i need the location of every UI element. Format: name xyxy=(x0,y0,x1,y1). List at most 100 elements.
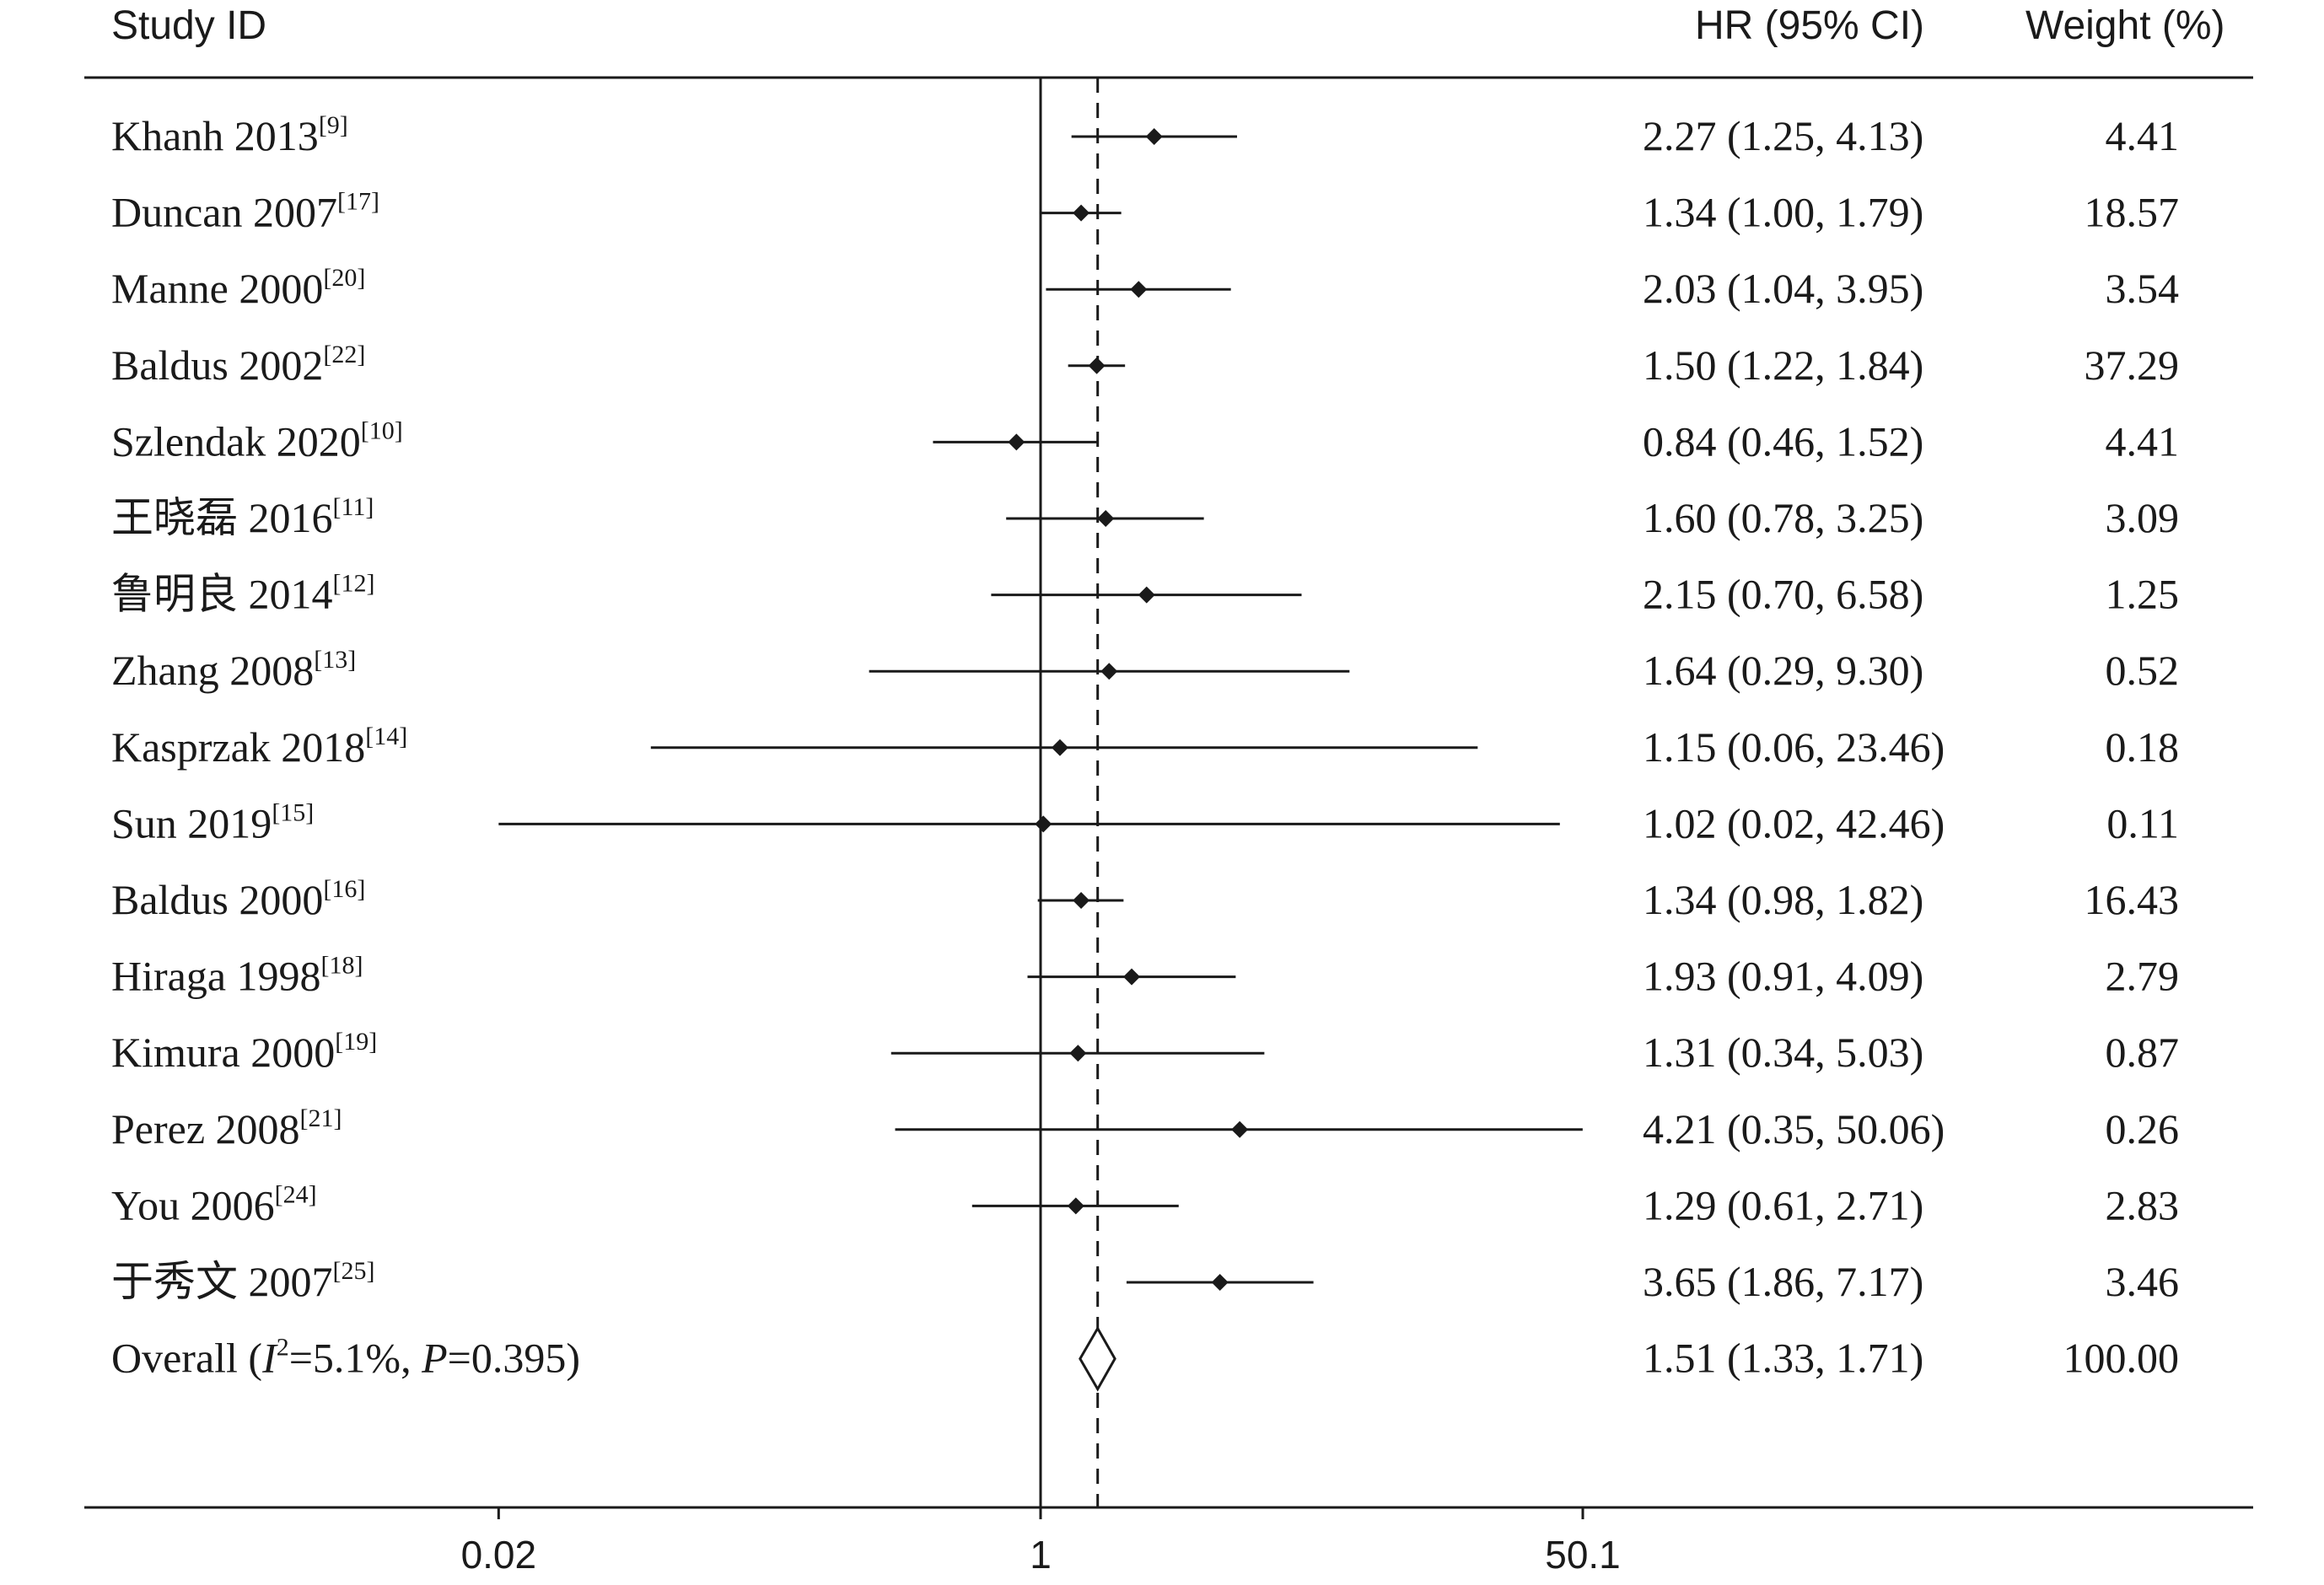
study-name: Kimura 2000 xyxy=(111,1029,335,1076)
study-row: 于秀文 2007[25] 3.65 (1.86, 7.17) 3.46 xyxy=(111,1257,2179,1305)
hr-ci-value: 2.27 (1.25, 4.13) xyxy=(1643,112,1923,159)
overall-label: Overall (I2=5.1%, P=0.395) xyxy=(111,1334,580,1382)
study-label: Kasprzak 2018[14] xyxy=(111,723,407,771)
study-label: You 2006[24] xyxy=(111,1180,317,1228)
study-name: Hiraga 1998 xyxy=(111,953,321,1000)
study-rows: Khanh 2013[9] 2.27 (1.25, 4.13) 4.41 Duncan… xyxy=(111,111,2179,1305)
study-row: Duncan 2007[17] 1.34 (1.00, 1.79) 18.57 xyxy=(111,188,2179,236)
study-reference: [14] xyxy=(365,723,407,750)
point-estimate-marker xyxy=(1130,281,1148,298)
study-name: Sun 2019 xyxy=(111,799,272,846)
study-name: Perez 2008 xyxy=(111,1105,300,1152)
hr-ci-value: 3.65 (1.86, 7.17) xyxy=(1643,1258,1923,1305)
point-estimate-marker xyxy=(1211,1274,1229,1291)
study-name: Baldus 2000 xyxy=(111,876,323,923)
study-label: 于秀文 2007[25] xyxy=(111,1257,374,1305)
weight-value: 3.09 xyxy=(2106,494,2180,541)
overall-weight-value: 100.00 xyxy=(2063,1335,2180,1382)
hr-ci-value: 0.84 (0.46, 1.52) xyxy=(1643,417,1923,465)
weight-value: 4.41 xyxy=(2106,417,2180,465)
hr-ci-value: 1.15 (0.06, 23.46) xyxy=(1643,723,1945,771)
study-row: 王晓磊 2016[11] 1.60 (0.78, 3.25) 3.09 xyxy=(111,493,2179,541)
study-row: Zhang 2008[13] 1.64 (0.29, 9.30) 0.52 xyxy=(111,646,2179,694)
study-row: Kimura 2000[19] 1.31 (0.34, 5.03) 0.87 xyxy=(111,1028,2179,1076)
hr-ci-value: 1.93 (0.91, 4.09) xyxy=(1643,953,1923,1000)
study-row: Kasprzak 2018[14] 1.15 (0.06, 23.46) 0.18 xyxy=(111,723,2179,771)
study-label: Baldus 2000[16] xyxy=(111,875,365,923)
study-row: Baldus 2002[22] 1.50 (1.22, 1.84) 37.29 xyxy=(111,341,2179,389)
weight-value: 0.26 xyxy=(2106,1105,2180,1152)
study-row: Szlendak 2020[10] 0.84 (0.46, 1.52) 4.41 xyxy=(111,416,2179,465)
overall-prefix: Overall ( xyxy=(111,1335,262,1382)
point-estimate-marker xyxy=(1097,510,1115,527)
overall-diamond xyxy=(1079,1325,1116,1392)
i2-superscript: 2 xyxy=(277,1334,289,1362)
study-label: Szlendak 2020[10] xyxy=(111,416,403,465)
study-label: Duncan 2007[17] xyxy=(111,188,379,236)
i2-value: =5.1%, xyxy=(289,1335,422,1382)
weight-value: 0.52 xyxy=(2106,647,2180,694)
weight-value: 3.54 xyxy=(2106,265,2180,312)
p-symbol: P xyxy=(421,1335,448,1382)
study-row: Manne 2000[20] 2.03 (1.04, 3.95) 3.54 xyxy=(111,264,2179,312)
study-label: Manne 2000[20] xyxy=(111,264,365,312)
header-hr-ci: HR (95% CI) xyxy=(1695,3,1924,48)
study-name: Khanh 2013 xyxy=(111,112,319,159)
study-reference: [20] xyxy=(323,264,365,292)
hr-ci-value: 2.03 (1.04, 3.95) xyxy=(1643,265,1923,312)
study-label: 鲁明良 2014[12] xyxy=(111,570,374,618)
point-estimate-marker xyxy=(1231,1120,1249,1138)
point-estimate-marker xyxy=(1123,968,1141,986)
study-name: Kasprzak 2018 xyxy=(111,723,365,771)
hr-ci-value: 1.60 (0.78, 3.25) xyxy=(1643,494,1923,541)
study-label: Khanh 2013[9] xyxy=(111,111,348,159)
study-reference: [17] xyxy=(337,188,379,216)
weight-value: 0.11 xyxy=(2106,799,2179,846)
hr-ci-value: 1.64 (0.29, 9.30) xyxy=(1643,647,1923,694)
weight-value: 4.41 xyxy=(2106,112,2180,159)
study-name: Baldus 2002 xyxy=(111,341,323,389)
study-reference: [16] xyxy=(323,875,365,903)
study-reference: [25] xyxy=(333,1257,375,1285)
point-estimate-marker xyxy=(1069,1045,1087,1062)
header-weight: Weight (%) xyxy=(2025,3,2225,48)
study-reference: [21] xyxy=(300,1104,342,1132)
study-label: 王晓磊 2016[11] xyxy=(111,493,374,541)
x-axis: 0.02 1 50.1 xyxy=(84,1506,2253,1577)
study-reference: [12] xyxy=(333,570,375,598)
weight-value: 2.79 xyxy=(2106,953,2180,1000)
study-name: Szlendak 2020 xyxy=(111,417,361,465)
study-reference: [24] xyxy=(275,1180,317,1208)
point-estimate-marker xyxy=(1073,892,1090,909)
study-reference: [9] xyxy=(319,111,348,139)
study-label: Perez 2008[21] xyxy=(111,1104,342,1152)
hr-ci-value: 1.02 (0.02, 42.46) xyxy=(1643,799,1945,846)
study-label: Zhang 2008[13] xyxy=(111,646,356,694)
overall-hr-ci-value: 1.51 (1.33, 1.71) xyxy=(1643,1335,1923,1382)
hr-ci-value: 4.21 (0.35, 50.06) xyxy=(1643,1105,1945,1152)
point-estimate-marker xyxy=(1100,663,1118,680)
point-estimate-marker xyxy=(1138,586,1155,604)
p-value: =0.395) xyxy=(448,1335,580,1382)
hr-ci-value: 1.34 (0.98, 1.82) xyxy=(1643,876,1923,923)
study-name: 王晓磊 2016 xyxy=(111,494,333,541)
weight-value: 0.87 xyxy=(2106,1029,2180,1076)
point-estimate-marker xyxy=(1035,815,1052,833)
axis-tick-label: 50.1 xyxy=(1545,1533,1621,1577)
study-row: Perez 2008[21] 4.21 (0.35, 50.06) 0.26 xyxy=(111,1104,2179,1152)
axis-tick-label: 0.02 xyxy=(461,1533,537,1577)
study-label: Hiraga 1998[18] xyxy=(111,952,363,1000)
study-reference: [11] xyxy=(333,493,374,521)
study-name: You 2006 xyxy=(111,1181,275,1228)
study-reference: [13] xyxy=(314,646,356,674)
hr-ci-value: 2.15 (0.70, 6.58) xyxy=(1643,571,1923,618)
point-estimate-marker xyxy=(1073,204,1090,222)
study-label: Sun 2019[15] xyxy=(111,798,314,846)
weight-value: 2.83 xyxy=(2106,1181,2180,1228)
weight-value: 37.29 xyxy=(2085,341,2180,389)
i2-symbol: I xyxy=(261,1335,278,1382)
point-estimate-marker xyxy=(1051,739,1068,756)
hr-ci-value: 1.50 (1.22, 1.84) xyxy=(1643,341,1923,389)
point-estimate-marker xyxy=(1088,357,1106,374)
